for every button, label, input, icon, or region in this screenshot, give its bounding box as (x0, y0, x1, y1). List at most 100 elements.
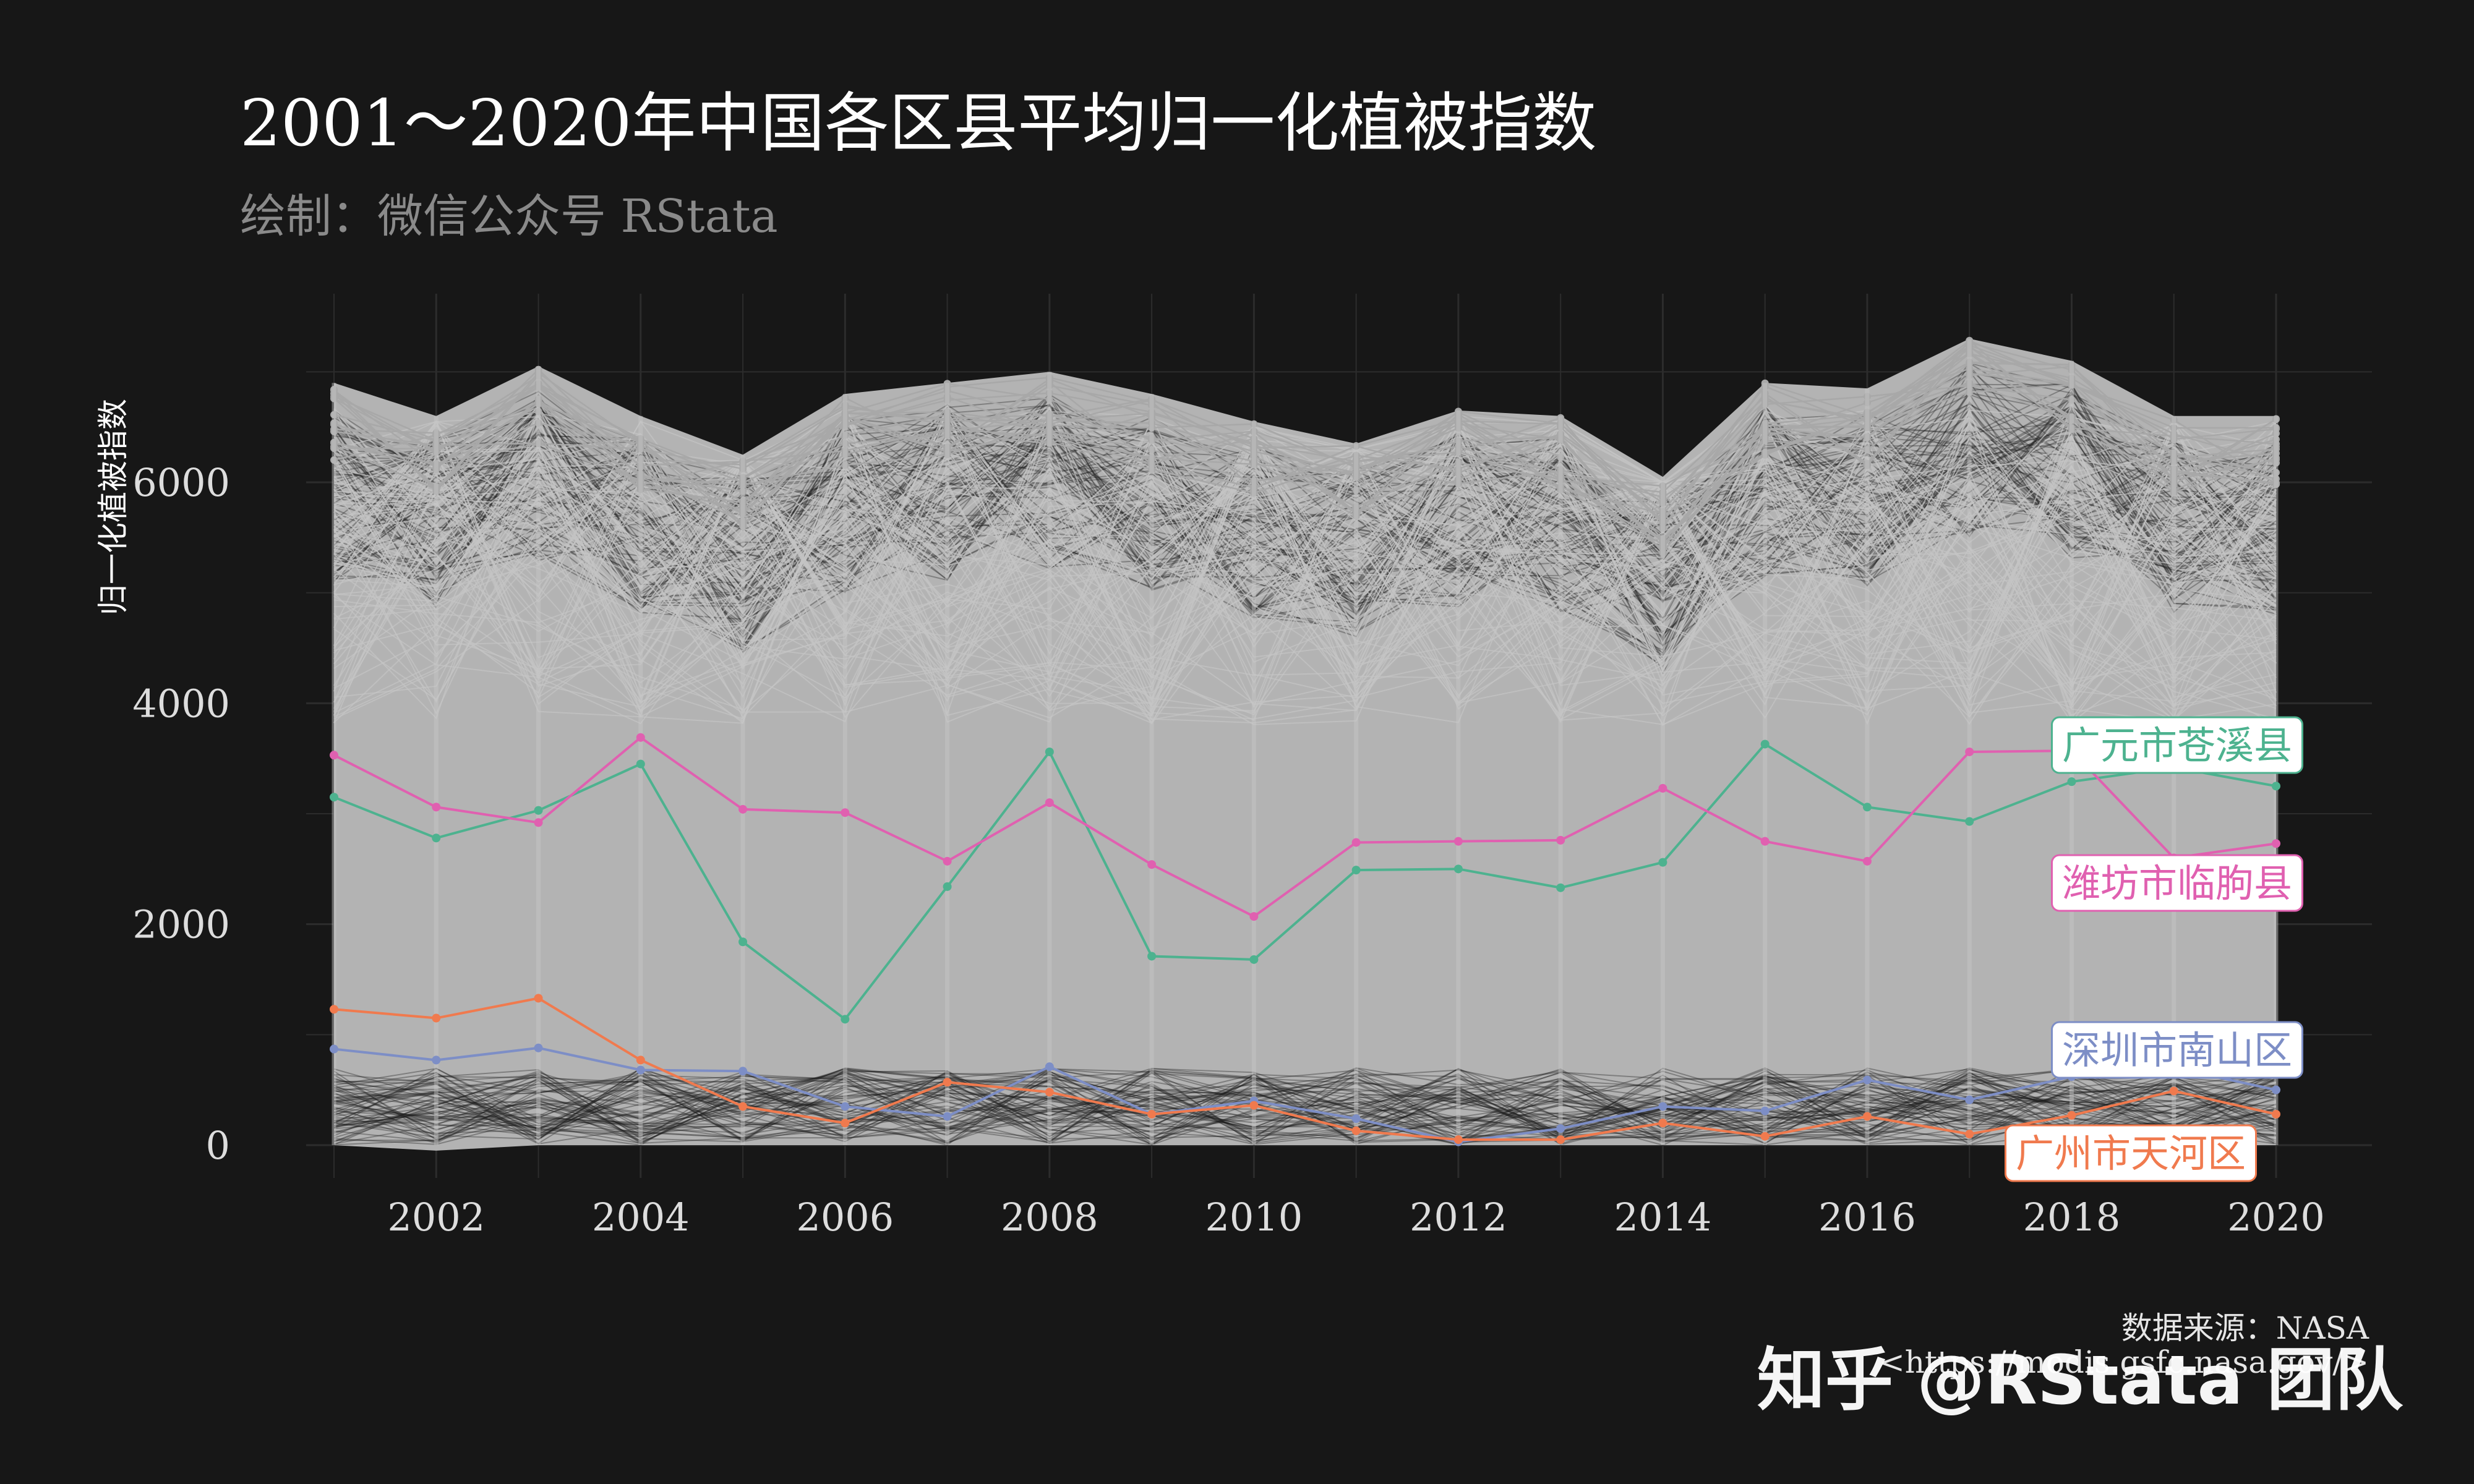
background-line (333, 420, 2277, 706)
series-point (636, 759, 645, 769)
series-point (1351, 1114, 1361, 1124)
background-line (333, 372, 2277, 544)
background-line (333, 1071, 2277, 1143)
series-point (1862, 856, 1872, 866)
series-point (1862, 1075, 1872, 1085)
background-line (333, 1068, 2277, 1143)
background-line (333, 1067, 2277, 1134)
background-line (333, 1078, 2277, 1143)
background-line (333, 385, 2277, 527)
background-line (333, 362, 2277, 553)
series-point (432, 1013, 441, 1023)
background-point (636, 473, 644, 481)
background-point (1454, 408, 1462, 416)
series-point (1556, 1135, 1565, 1145)
background-point (1352, 458, 1360, 466)
background-point (1761, 437, 1769, 445)
background-point (1557, 453, 1565, 461)
y-axis-label: 归一化植被指数 (95, 399, 131, 615)
series-point (943, 1078, 952, 1087)
background-line (333, 1072, 2277, 1146)
background-line (333, 414, 2277, 725)
background-point (636, 463, 644, 471)
background-line (333, 1075, 2277, 1137)
background-point (1863, 393, 1871, 401)
background-point (841, 394, 849, 402)
background-line (333, 1083, 2277, 1142)
background-point (534, 365, 542, 373)
series-label-box (2051, 1021, 2303, 1079)
series-label-box (2005, 1124, 2257, 1182)
background-point (1966, 342, 1974, 350)
background-line (333, 1080, 2277, 1141)
background-line (333, 404, 2277, 597)
background-point (1045, 389, 1053, 397)
series-point (1147, 952, 1157, 961)
series-point (738, 1102, 748, 1111)
background-point (1659, 510, 1667, 518)
background-line (333, 1070, 2277, 1137)
background-point (1352, 469, 1360, 477)
background-point (330, 394, 338, 403)
background-line (333, 1069, 2277, 1130)
background-point (2170, 481, 2178, 489)
background-line (333, 412, 2277, 700)
background-point (1045, 382, 1053, 390)
background-line (333, 1070, 2277, 1138)
background-point (1352, 512, 1360, 520)
background-point (1352, 503, 1360, 511)
background-line (333, 1083, 2277, 1146)
background-line (333, 347, 2277, 554)
background-line (333, 1082, 2277, 1132)
background-point (1557, 433, 1565, 441)
background-point (1557, 484, 1565, 492)
background-point (1352, 442, 1360, 450)
background-line (333, 1067, 2277, 1143)
background-point (2068, 366, 2076, 374)
background-point (432, 487, 440, 495)
background-line (333, 1067, 2277, 1139)
y-tick-label: 2000 (132, 902, 230, 947)
background-point (1045, 395, 1053, 403)
background-point (2068, 425, 2076, 433)
series-point (1556, 1124, 1565, 1133)
background-line (333, 1078, 2277, 1140)
background-point (841, 403, 849, 411)
background-point (1966, 382, 1974, 390)
series-point (1045, 798, 1054, 808)
background-line (333, 420, 2277, 713)
background-line (333, 1070, 2277, 1137)
series-line (333, 742, 2277, 1021)
series-point (738, 804, 748, 814)
background-point (1250, 489, 1258, 497)
series-point (330, 1005, 338, 1014)
background-line (333, 1079, 2277, 1143)
background-point (739, 465, 747, 473)
series-point (1249, 1101, 1259, 1110)
series-point (1965, 1095, 1974, 1104)
background-line (333, 1068, 2277, 1143)
background-point (943, 383, 951, 391)
series-line (333, 736, 2277, 918)
x-tick-label: 2008 (1001, 1195, 1098, 1240)
background-point (1454, 424, 1462, 432)
series-point (1658, 1119, 1667, 1128)
background-point (1659, 482, 1667, 490)
background-point (2170, 475, 2178, 484)
background-point (1659, 519, 1667, 527)
background-line (333, 1071, 2277, 1142)
background-line (333, 1070, 2277, 1144)
background-line (333, 1068, 2277, 1145)
series-point (636, 733, 645, 742)
background-point (432, 429, 440, 437)
background-point (739, 522, 747, 530)
series-point (1760, 837, 1770, 846)
background-point (841, 431, 849, 439)
series-point (2272, 1109, 2280, 1119)
background-line (333, 1073, 2277, 1141)
background-point (2272, 450, 2280, 458)
series-point (2169, 1086, 2178, 1096)
background-line (333, 1073, 2277, 1143)
background-line (333, 1076, 2277, 1146)
